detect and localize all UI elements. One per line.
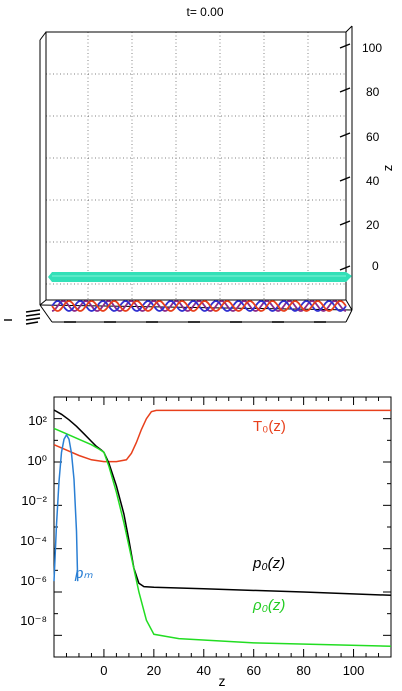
series-label-rho0: ρ₀(z)	[252, 597, 285, 614]
x-tick-label: 20	[147, 663, 161, 678]
z-tick-labels: 100 80 60 40 20 0	[362, 41, 382, 273]
z-tick-label: 80	[366, 85, 380, 99]
z-axis-label: z	[380, 165, 395, 172]
z-tick-label: 40	[366, 174, 380, 188]
x-tick-label: 0	[100, 663, 107, 678]
z-tick-label: 100	[362, 41, 382, 55]
x-axis-label: z	[219, 673, 226, 689]
series-line	[53, 409, 391, 463]
y-tick-label: 10⁻⁸	[20, 613, 47, 628]
z-tick-label: 20	[366, 218, 380, 232]
x-tick-label: 60	[246, 663, 260, 678]
x-tick-label: 100	[343, 663, 365, 678]
z-tick-label: 0	[372, 259, 379, 273]
series-labels: T₀(z) p₀(z) ρ₀(z) pₘ	[74, 418, 286, 614]
top-panel: t= 0.00	[4, 5, 395, 325]
time-label: t= 0.00	[186, 5, 223, 19]
z-axis-ticks	[339, 43, 351, 271]
series-label-pm: pₘ	[74, 565, 93, 582]
bottom-panel: 10² 10⁰ 10⁻² 10⁻⁴ 10⁻⁶ 10⁻⁸ 0 20 40 60 80 100…	[20, 396, 392, 689]
y-tick-label: 10²	[28, 413, 47, 428]
back-grid	[46, 32, 346, 300]
series-lines	[53, 409, 392, 647]
y-tick-label: 10⁻²	[21, 493, 47, 508]
helix-line	[51, 300, 347, 312]
series-line	[53, 409, 392, 597]
plot-frame	[53, 396, 392, 658]
series-label-t0: T₀(z)	[253, 418, 286, 435]
series-label-p0: p₀(z)	[252, 555, 285, 572]
y-tick-label: 10⁰	[27, 453, 47, 468]
series-line	[53, 427, 392, 647]
axis-ticks	[54, 396, 391, 658]
series-line	[53, 433, 79, 582]
helix-line	[51, 300, 347, 312]
x-tick-label: 40	[197, 663, 211, 678]
y-tick-label: 10⁻⁴	[20, 533, 47, 548]
z-tick-label: 60	[366, 130, 380, 144]
slab	[48, 272, 352, 282]
left-axis-ticks	[4, 309, 41, 325]
x-tick-label: 80	[296, 663, 310, 678]
y-tick-label: 10⁻⁶	[20, 573, 47, 588]
helix-field-lines	[51, 300, 347, 312]
x-tick-labels: 0 20 40 60 80 100	[100, 663, 364, 678]
y-tick-labels: 10² 10⁰ 10⁻² 10⁻⁴ 10⁻⁶ 10⁻⁸	[20, 413, 48, 628]
